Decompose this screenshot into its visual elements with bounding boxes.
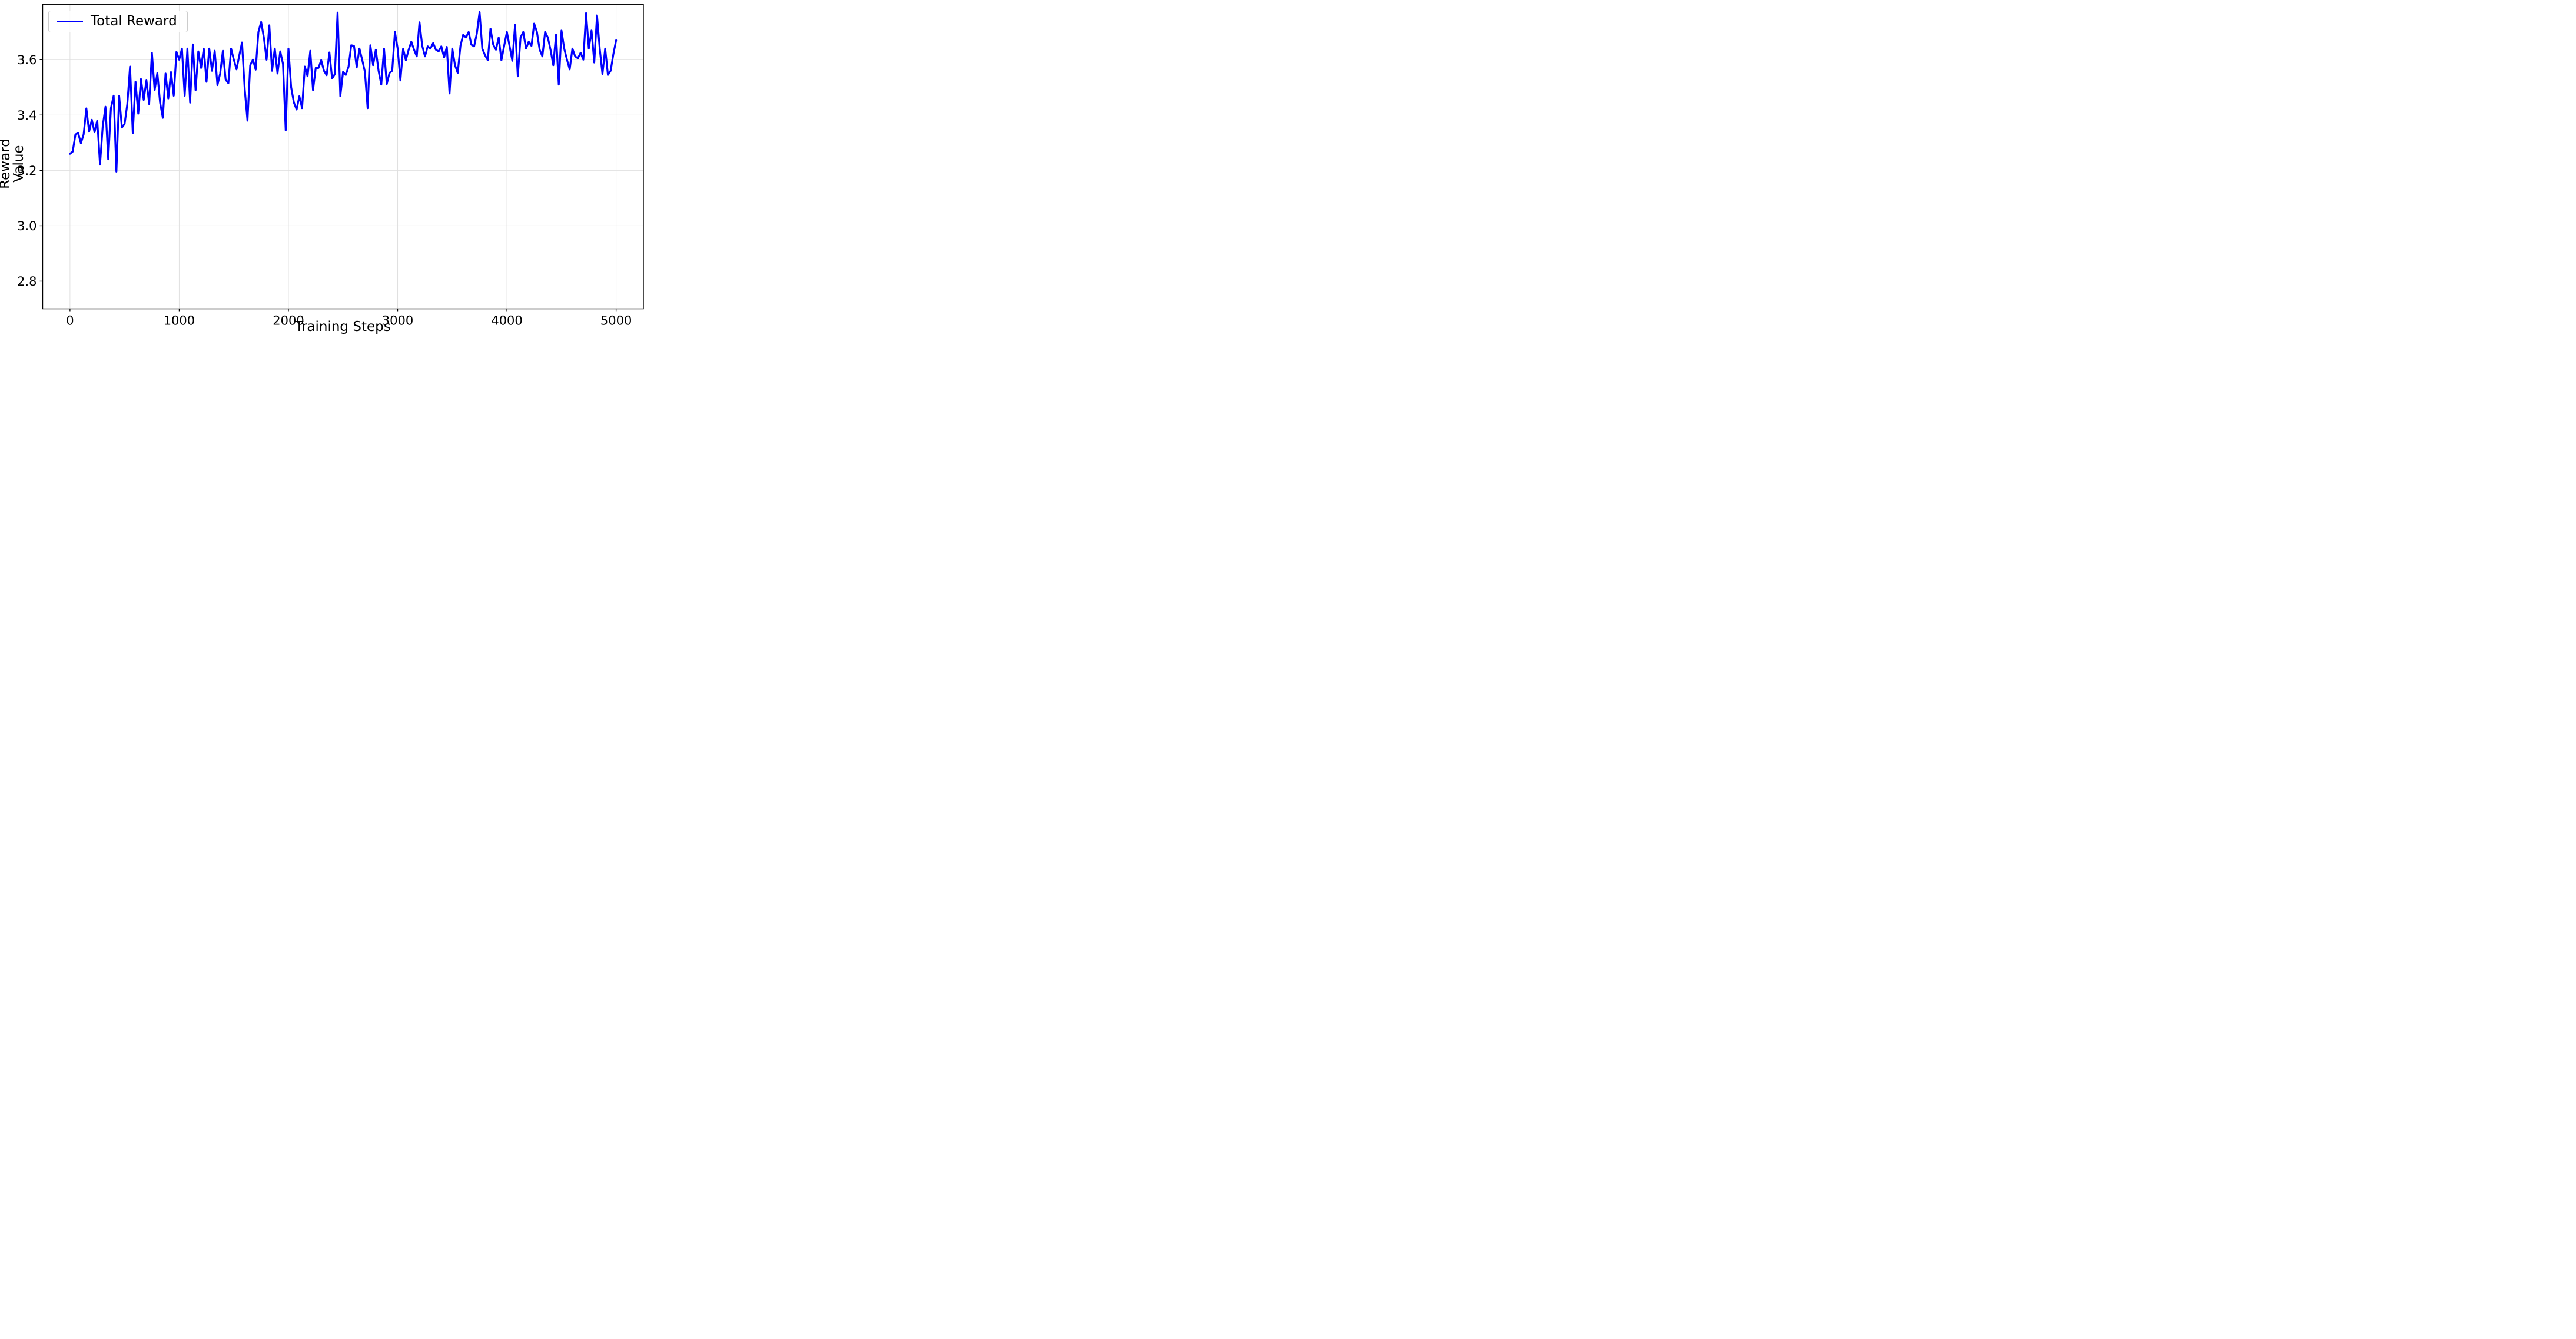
x-axis-label: Training Steps — [295, 319, 391, 334]
figure: 0 1000 2000 3000 4000 5000 2.8 3.0 3.2 3.4 3.6 Tot… — [0, 0, 644, 335]
plot-area — [42, 4, 643, 309]
plot-border — [42, 4, 644, 310]
y-axis-label: Reward Value — [0, 138, 26, 189]
x-tick-label: 3000 — [382, 314, 413, 328]
y-tick-label: 3.4 — [17, 108, 36, 122]
x-tick-label: 4000 — [491, 314, 522, 328]
x-tick-label: 0 — [66, 314, 74, 328]
line-chart: 0 1000 2000 3000 4000 5000 2.8 3.0 3.2 3.4 3.6 — [17, 4, 644, 328]
legend: Total Reward — [48, 11, 188, 32]
legend-label: Total Reward — [91, 14, 177, 29]
x-tick-label: 5000 — [600, 314, 632, 328]
y-tick-label: 3.0 — [17, 219, 36, 233]
x-tick-label: 2000 — [273, 314, 304, 328]
y-tick-label: 3.6 — [17, 53, 36, 67]
x-tick-label: 1000 — [164, 314, 195, 328]
y-tick-label: 3.2 — [17, 164, 36, 178]
legend-line-sample — [57, 21, 83, 22]
y-tick-label: 2.8 — [17, 274, 36, 289]
total-reward-line — [69, 11, 618, 173]
